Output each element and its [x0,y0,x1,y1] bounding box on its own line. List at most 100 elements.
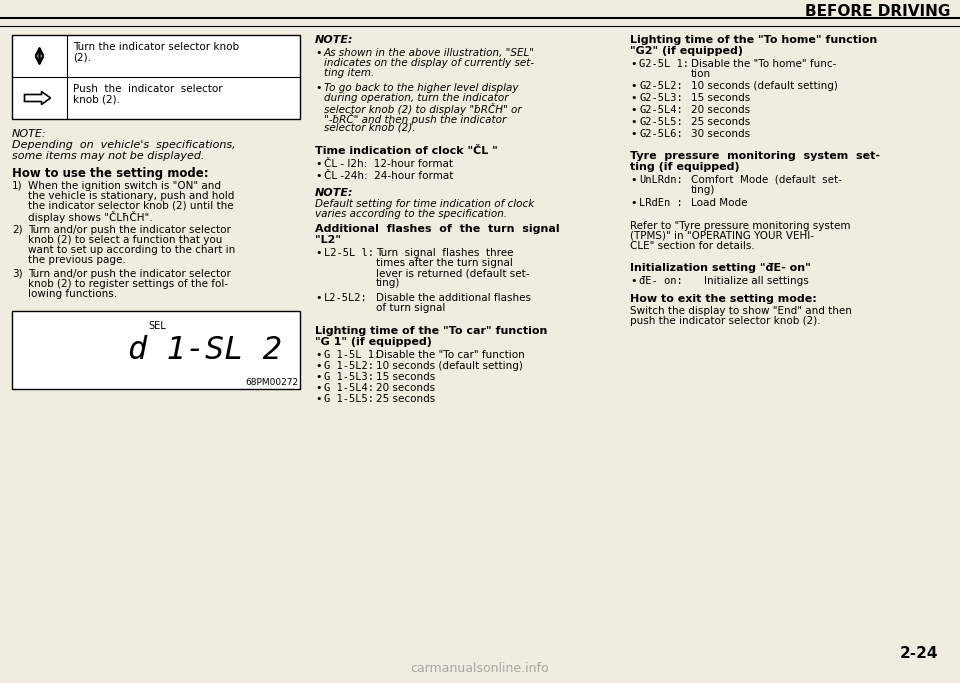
Text: G2-5L4:: G2-5L4: [639,105,683,115]
Text: How to exit the setting mode:: How to exit the setting mode: [630,294,817,304]
Text: 1): 1) [12,181,23,191]
Text: carmanualsonline.info: carmanualsonline.info [411,662,549,675]
Text: of turn signal: of turn signal [376,303,445,313]
Text: •: • [315,394,322,404]
Text: "-ƀRČ" and then push the indicator: "-ƀRČ" and then push the indicator [324,113,506,125]
Text: the indicator selector knob (2) until the: the indicator selector knob (2) until th… [28,201,233,211]
Text: 3): 3) [12,269,23,279]
Text: "L2": "L2" [315,235,341,245]
Text: d 1-SL 2: d 1-SL 2 [128,335,282,366]
Text: 2): 2) [12,225,23,235]
Text: G2-5L 1:: G2-5L 1: [639,59,689,69]
Text: •: • [630,117,636,127]
Text: Turn and/or push the indicator selector: Turn and/or push the indicator selector [28,269,230,279]
Text: •: • [630,129,636,139]
Text: knob (2) to select a function that you: knob (2) to select a function that you [28,235,223,245]
Text: •: • [630,198,636,208]
Text: display shows "ČLħČH".: display shows "ČLħČH". [28,211,153,223]
Text: đE- on:: đE- on: [639,276,683,286]
Text: •: • [630,175,636,185]
Text: •: • [315,83,322,93]
Text: L2-5L2:: L2-5L2: [324,293,368,303]
Text: •: • [315,171,322,181]
Text: •: • [315,372,322,382]
Text: Initialize all settings: Initialize all settings [704,276,808,286]
Text: selector knob (2).: selector knob (2). [324,123,416,133]
Text: the vehicle is stationary, push and hold: the vehicle is stationary, push and hold [28,191,234,201]
Text: NOTE:: NOTE: [315,188,353,198]
Text: •: • [630,93,636,103]
Text: G 1-5L3:: G 1-5L3: [324,372,374,382]
Text: ting): ting) [691,185,715,195]
Text: Switch the display to show "End" and then: Switch the display to show "End" and the… [630,306,852,316]
Text: 15 seconds: 15 seconds [691,93,751,103]
Text: "G2" (if equipped): "G2" (if equipped) [630,46,743,56]
Text: Disable the "To car" function: Disable the "To car" function [376,350,525,360]
Text: 20 seconds: 20 seconds [691,105,750,115]
Text: ting (if equipped): ting (if equipped) [630,162,739,172]
Text: 25 seconds: 25 seconds [691,117,751,127]
Text: SEL: SEL [148,321,166,331]
Text: G 1-5L2:: G 1-5L2: [324,361,374,371]
Text: G2-5L2:: G2-5L2: [639,81,683,91]
Text: To go back to the higher level display: To go back to the higher level display [324,83,518,93]
Text: 2-24: 2-24 [900,646,938,661]
Text: Turn the indicator selector knob: Turn the indicator selector knob [73,42,239,52]
Text: times after the turn signal: times after the turn signal [376,258,513,268]
Text: Lighting time of the "To home" function: Lighting time of the "To home" function [630,35,877,45]
Text: Tyre  pressure  monitoring  system  set-: Tyre pressure monitoring system set- [630,151,880,161]
Text: L2-5L l:: L2-5L l: [324,248,374,258]
Text: want to set up according to the chart in: want to set up according to the chart in [28,245,235,255]
Text: 10 seconds (default setting): 10 seconds (default setting) [376,361,523,371]
Text: How to use the setting mode:: How to use the setting mode: [12,167,208,180]
Text: G 1-5L4:: G 1-5L4: [324,383,374,393]
Text: lever is returned (default set-: lever is returned (default set- [376,268,530,278]
Bar [12,311,300,389]
Text: G2-5L3:: G2-5L3: [639,93,683,103]
Text: ČL - l2h:  12-hour format: ČL - l2h: 12-hour format [324,159,453,169]
Text: •: • [630,81,636,91]
Text: Additional  flashes  of  the  turn  signal: Additional flashes of the turn signal [315,224,560,234]
Text: Lighting time of the "To car" function: Lighting time of the "To car" function [315,326,547,336]
Text: Comfort  Mode  (default  set-: Comfort Mode (default set- [691,175,842,185]
Text: G2-5L6:: G2-5L6: [639,129,683,139]
Text: Time indication of clock "ČL ": Time indication of clock "ČL " [315,146,497,156]
Text: Turn and/or push the indicator selector: Turn and/or push the indicator selector [28,225,230,235]
Text: Depending  on  vehicle's  specifications,: Depending on vehicle's specifications, [12,140,235,150]
FancyArrow shape [25,92,51,104]
Text: ČL -24h:  24-hour format: ČL -24h: 24-hour format [324,171,453,181]
Text: CLE" section for details.: CLE" section for details. [630,241,755,251]
Text: push the indicator selector knob (2).: push the indicator selector knob (2). [630,316,821,326]
Text: during operation, turn the indicator: during operation, turn the indicator [324,93,509,103]
Text: •: • [315,248,322,258]
Text: NOTE:: NOTE: [315,35,353,45]
Text: (2).: (2). [73,53,91,63]
Text: UnLRdn:: UnLRdn: [639,175,683,185]
Text: G 1-5L5:: G 1-5L5: [324,394,374,404]
Text: knob (2) to register settings of the fol-: knob (2) to register settings of the fol… [28,279,228,289]
Text: varies according to the specification.: varies according to the specification. [315,209,507,219]
Text: Default setting for time indication of clock: Default setting for time indication of c… [315,199,535,209]
Text: ting item.: ting item. [324,68,374,78]
Text: lowing functions.: lowing functions. [28,289,117,299]
Text: tion: tion [691,69,711,79]
Text: ting): ting) [376,278,400,288]
Text: NOTE:: NOTE: [12,129,47,139]
Text: 68PM00272: 68PM00272 [245,378,298,387]
Text: 25 seconds: 25 seconds [376,394,435,404]
Text: Push  the  indicator  selector: Push the indicator selector [73,84,223,94]
Text: •: • [630,276,636,286]
Text: •: • [315,159,322,169]
Text: "G 1" (if equipped): "G 1" (if equipped) [315,337,432,347]
Text: LRdEn :: LRdEn : [639,198,683,208]
Text: Turn  signal  flashes  three: Turn signal flashes three [376,248,514,258]
Text: •: • [315,361,322,371]
Text: 20 seconds: 20 seconds [376,383,435,393]
Text: the previous page.: the previous page. [28,255,126,265]
Text: BEFORE DRIVING: BEFORE DRIVING [804,3,950,18]
Text: G 1-5L 1:: G 1-5L 1: [324,350,380,360]
Text: •: • [315,383,322,393]
Text: 30 seconds: 30 seconds [691,129,750,139]
Bar [12,35,300,119]
Text: knob (2).: knob (2). [73,95,120,105]
